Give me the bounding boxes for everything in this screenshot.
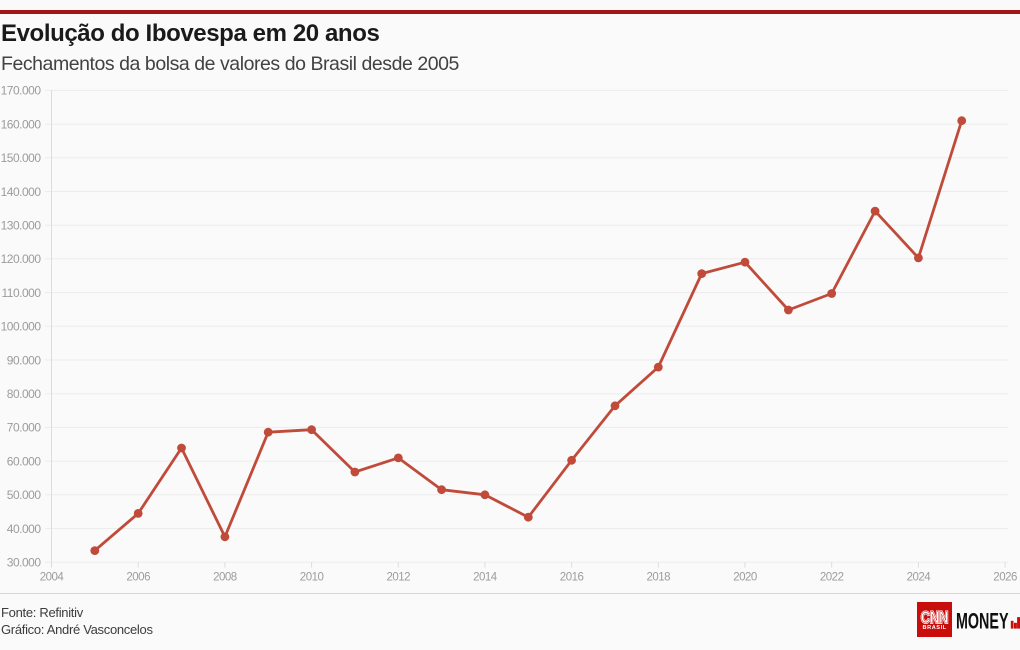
svg-text:2018: 2018: [647, 572, 671, 584]
svg-text:CNN: CNN: [921, 608, 949, 627]
svg-text:60.000: 60.000: [7, 454, 42, 468]
svg-text:40.000: 40.000: [7, 522, 42, 536]
svg-text:2024: 2024: [907, 572, 932, 584]
svg-text:80.000: 80.000: [7, 387, 42, 401]
svg-text:MONEY: MONEY: [956, 609, 1009, 634]
svg-text:50.000: 50.000: [7, 488, 42, 502]
svg-text:2004: 2004: [40, 572, 65, 584]
svg-text:120.000: 120.000: [1, 252, 42, 266]
svg-text:140.000: 140.000: [1, 185, 42, 199]
svg-text:170.000: 170.000: [1, 84, 42, 98]
svg-text:2020: 2020: [733, 572, 757, 584]
svg-text:2014: 2014: [473, 572, 498, 584]
svg-text:2012: 2012: [387, 572, 411, 584]
svg-text:2006: 2006: [126, 572, 150, 584]
svg-text:150.000: 150.000: [1, 151, 42, 165]
svg-text:90.000: 90.000: [7, 353, 42, 367]
svg-text:2026: 2026: [993, 572, 1017, 584]
svg-text:BRASIL: BRASIL: [923, 625, 947, 631]
svg-text:2022: 2022: [820, 572, 844, 584]
svg-text:2008: 2008: [213, 572, 237, 584]
svg-text:130.000: 130.000: [1, 219, 42, 233]
svg-text:70.000: 70.000: [7, 421, 42, 435]
svg-text:2016: 2016: [560, 572, 584, 584]
svg-text:2010: 2010: [300, 572, 324, 584]
svg-text:100.000: 100.000: [1, 320, 42, 334]
svg-text:110.000: 110.000: [2, 286, 42, 300]
svg-text:CNN: CNN: [921, 608, 949, 627]
svg-text:160.000: 160.000: [1, 117, 42, 131]
svg-text:30.000: 30.000: [7, 556, 42, 570]
